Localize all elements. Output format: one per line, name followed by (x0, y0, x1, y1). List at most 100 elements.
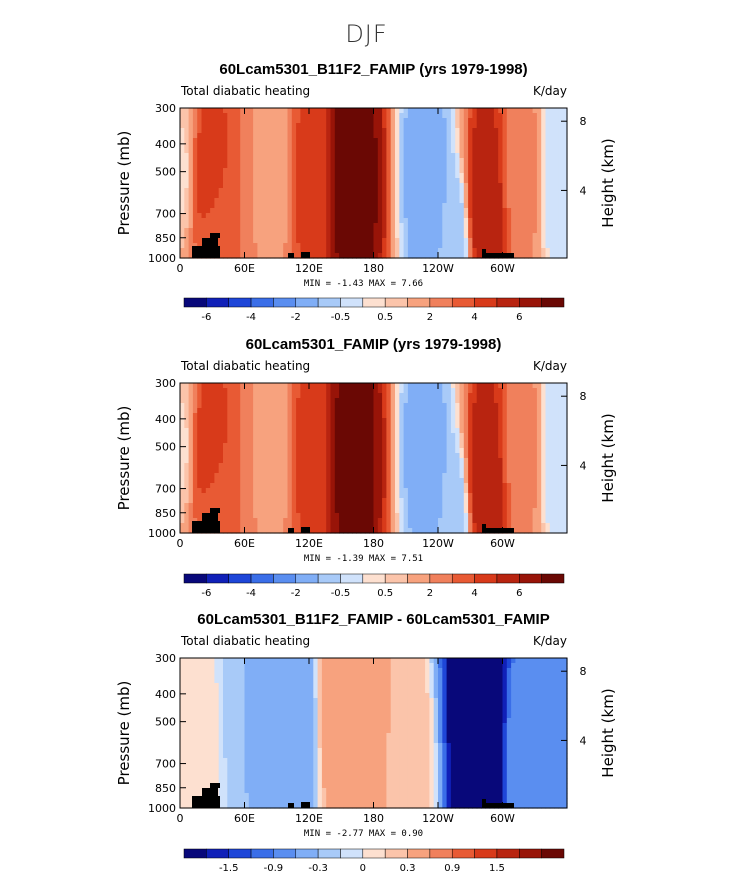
field-cell (201, 483, 207, 489)
field-cell (313, 473, 319, 479)
field-cell (184, 203, 190, 209)
field-cell (248, 408, 254, 414)
field-cell (554, 418, 559, 424)
field-cell (317, 478, 323, 484)
field-cell (248, 393, 254, 399)
field-cell (223, 503, 228, 509)
field-cell (511, 248, 516, 254)
field-cell (524, 118, 529, 124)
field-cell (425, 423, 430, 429)
field-cell (283, 128, 289, 134)
field-cell (235, 418, 241, 424)
field-cell (459, 213, 465, 219)
field-cell (403, 143, 409, 149)
field-cell (468, 173, 473, 179)
field-cell (223, 133, 228, 139)
field-cell (339, 248, 344, 254)
field-cell (352, 428, 357, 434)
y-tick-label: 400 (155, 138, 176, 151)
field-cell (545, 238, 551, 244)
field-cell (536, 113, 542, 119)
field-cell (321, 183, 327, 189)
field-cell (386, 443, 392, 449)
field-cell (373, 453, 379, 459)
field-cell (244, 153, 250, 159)
field-cell (248, 148, 254, 154)
field-cell (386, 458, 392, 464)
field-cell (188, 178, 194, 184)
field-cell (369, 488, 375, 494)
field-cell (536, 208, 542, 214)
field-cell (364, 133, 370, 139)
field-cell (270, 188, 276, 194)
field-cell (214, 213, 220, 219)
field-cell (334, 138, 340, 144)
field-cell (300, 488, 306, 494)
field-cell (459, 168, 465, 174)
field-cell (498, 473, 504, 479)
field-cell (240, 238, 246, 244)
field-cell (502, 208, 508, 214)
field-cell (201, 208, 207, 214)
field-cell (403, 448, 409, 454)
field-cell (386, 498, 392, 504)
field-cell (339, 178, 344, 184)
field-cell (382, 383, 387, 389)
field-cell (360, 238, 366, 244)
field-cell (416, 148, 422, 154)
field-cell (197, 428, 203, 434)
field-cell (511, 498, 516, 504)
field-cell (300, 438, 306, 444)
field-cell (270, 228, 276, 234)
field-cell (309, 163, 314, 169)
field-cell (270, 128, 276, 134)
field-cell (227, 143, 233, 149)
field-cell (524, 123, 529, 129)
field-cell (184, 228, 190, 234)
field-cell (278, 243, 284, 249)
field-cell (554, 473, 559, 479)
field-cell (313, 108, 319, 114)
field-cell (184, 173, 190, 179)
field-cell (403, 453, 409, 459)
field-cell (558, 153, 564, 159)
field-cell (554, 193, 559, 199)
field-cell (472, 383, 478, 389)
field-cell (377, 128, 383, 134)
field-cell (545, 498, 551, 504)
field-cell (506, 498, 512, 504)
field-cell (266, 413, 271, 419)
field-cell (214, 163, 220, 169)
field-cell (296, 248, 301, 254)
field-cell (235, 228, 241, 234)
field-cell (377, 488, 383, 494)
field-cell (511, 493, 516, 499)
field-cell (511, 433, 516, 439)
field-cell (493, 463, 499, 469)
field-cell (231, 163, 237, 169)
field-cell (240, 398, 246, 404)
field-cell (429, 478, 435, 484)
field-cell (287, 128, 293, 134)
field-cell (433, 423, 439, 429)
field-cell (240, 438, 246, 444)
field-cell (278, 418, 284, 424)
field-cell (541, 218, 547, 224)
field-cell (364, 193, 370, 199)
field-cell (412, 393, 418, 399)
field-cell (253, 163, 258, 169)
field-cell (489, 228, 495, 234)
field-cell (399, 193, 405, 199)
field-cell (321, 153, 327, 159)
field-cell (416, 198, 422, 204)
field-cell (502, 413, 508, 419)
field-cell (493, 403, 499, 409)
field-cell (364, 443, 370, 449)
field-cell (235, 168, 241, 174)
field-cell (257, 453, 263, 459)
field-cell (519, 418, 525, 424)
field-cell (270, 238, 276, 244)
field-cell (373, 223, 379, 229)
field-cell (304, 488, 310, 494)
field-cell (502, 403, 508, 409)
